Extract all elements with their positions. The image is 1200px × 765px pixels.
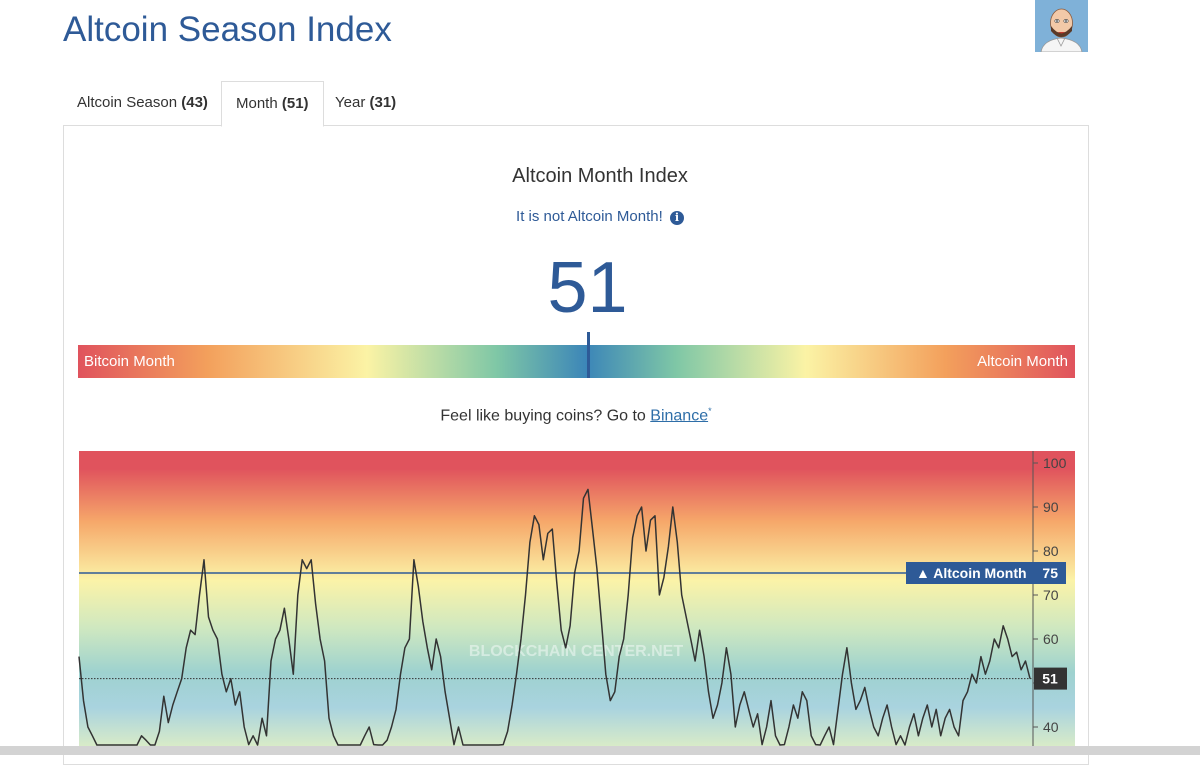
info-icon[interactable]: i <box>669 211 684 225</box>
tab-year[interactable]: Year (31) <box>321 81 410 125</box>
tab-count: (51) <box>281 95 309 112</box>
page-title: Altcoin Season Index <box>63 10 392 49</box>
index-title: Altcoin Month Index <box>512 165 688 187</box>
promo-text: Feel like buying coins? Go to <box>440 407 651 425</box>
index-status: It is not Altcoin Month! i <box>0 208 1200 225</box>
chart-background <box>79 451 1075 746</box>
tab-label: Year <box>335 94 366 111</box>
y-tick-label: 70 <box>1043 587 1059 603</box>
promo-mark: * <box>708 406 712 416</box>
threshold-label: ▲ Altcoin Month 75 <box>906 562 1066 584</box>
tab-label: Month <box>236 95 278 112</box>
threshold-label-value: 75 <box>1042 565 1058 581</box>
threshold-label-box <box>906 562 1066 584</box>
y-tick-label: 40 <box>1043 719 1059 735</box>
threshold-label-text: ▲ Altcoin Month <box>916 565 1027 581</box>
tab-altcoin-season[interactable]: Altcoin Season (43) <box>63 81 222 125</box>
index-status-text: It is not Altcoin Month! <box>516 208 663 225</box>
current-value-box <box>1034 667 1067 690</box>
tab-month[interactable]: Month (51) <box>221 81 324 127</box>
tab-count: (31) <box>369 94 397 111</box>
avatar-image <box>1035 0 1088 52</box>
current-value-label: 51 <box>1034 667 1067 690</box>
y-tick-label: 80 <box>1043 543 1059 559</box>
bottom-scrollbar[interactable] <box>0 746 1200 755</box>
tab-count: (43) <box>181 94 208 111</box>
gauge-left-label: Bitcoin Month <box>84 353 175 370</box>
tab-label: Altcoin Season <box>77 94 178 111</box>
index-gauge: Bitcoin Month Altcoin Month <box>78 332 1075 378</box>
index-value: 51 <box>547 248 628 328</box>
binance-link[interactable]: Binance <box>650 407 709 425</box>
y-tick-label: 90 <box>1043 499 1059 515</box>
y-tick-label: 100 <box>1043 455 1067 471</box>
series-line <box>78 488 1031 746</box>
avatar[interactable] <box>1035 0 1088 52</box>
y-tick-label: 60 <box>1043 631 1059 647</box>
tab-bar: Altcoin Season (43) Month (51) Year (31) <box>63 81 1089 127</box>
gauge-right-label: Altcoin Month <box>977 353 1068 370</box>
gauge-marker <box>587 332 590 378</box>
current-value-text: 51 <box>1042 671 1058 687</box>
promo-line: Feel like buying coins? Go to Binance* <box>0 406 1152 425</box>
chart-watermark: BLOCKCHAIN CENTER.NET <box>469 643 683 660</box>
